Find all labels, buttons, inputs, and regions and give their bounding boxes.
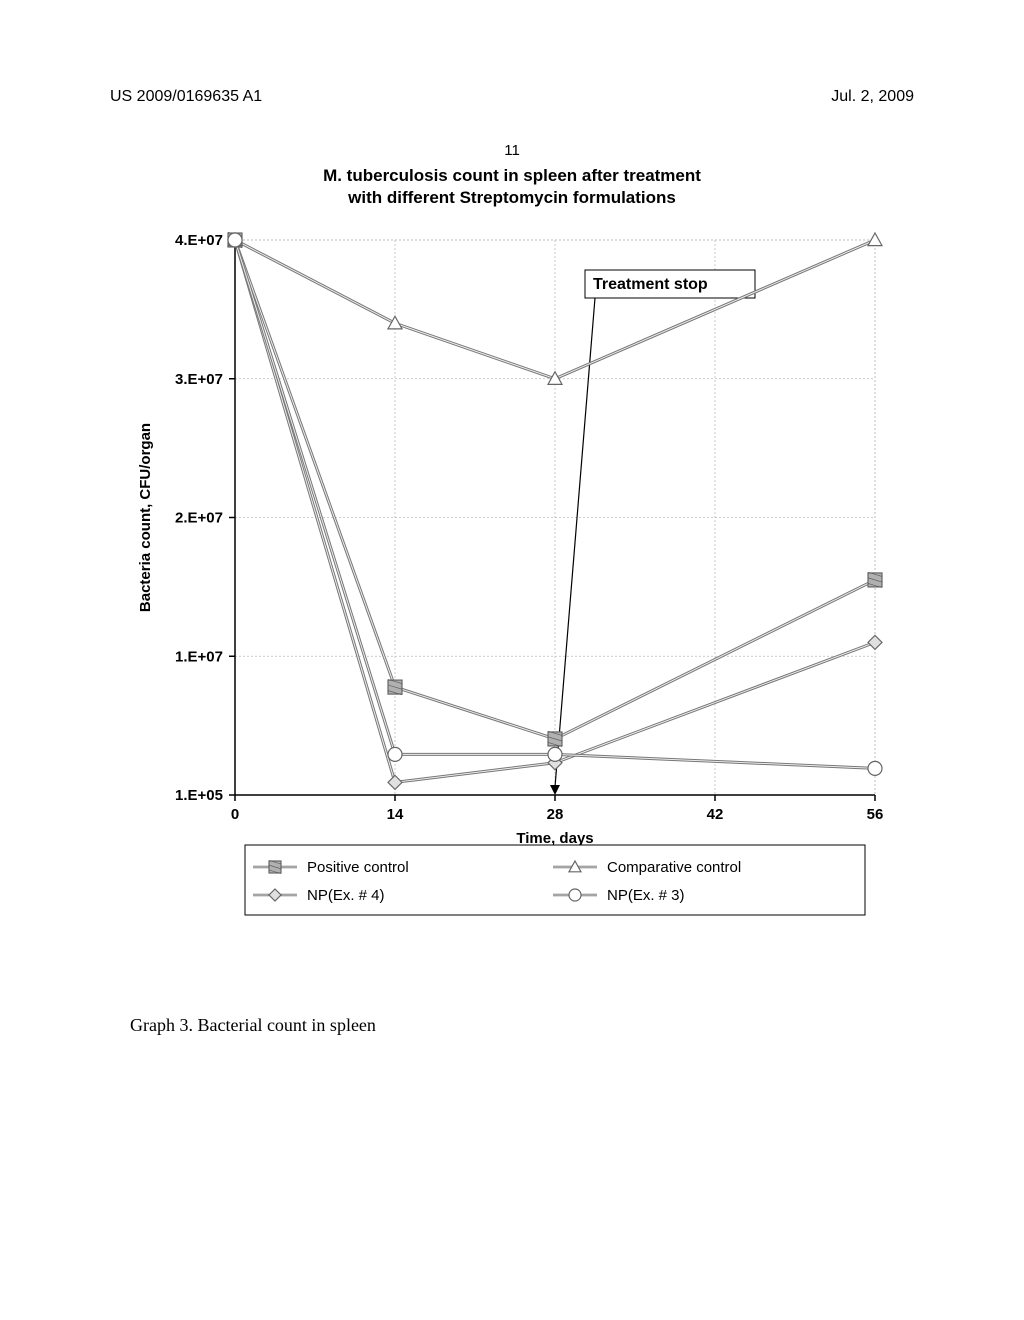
page-number: 11 [504, 142, 520, 159]
chart-svg: 1.E+05 1.E+07 2.E+07 3.E+07 4.E+07 0 14 28 42 56 T… [130, 230, 890, 960]
svg-text:NP(Ex. # 4): NP(Ex. # 4) [307, 887, 385, 904]
publication-date: Jul. 2, 2009 [831, 88, 914, 106]
svg-text:42: 42 [707, 806, 724, 823]
figure-caption: Graph 3. Bacterial count in spleen [130, 1015, 376, 1036]
svg-text:1.E+07: 1.E+07 [175, 648, 223, 665]
svg-text:14: 14 [387, 806, 404, 823]
svg-text:56: 56 [867, 806, 884, 823]
svg-text:3.E+07: 3.E+07 [175, 371, 223, 388]
svg-text:Treatment stop: Treatment stop [593, 276, 708, 293]
svg-text:NP(Ex. # 3): NP(Ex. # 3) [607, 887, 685, 904]
svg-text:4.E+07: 4.E+07 [175, 232, 223, 249]
svg-text:Bacteria count, CFU/organ: Bacteria count, CFU/organ [137, 423, 154, 612]
publication-number: US 2009/0169635 A1 [110, 88, 262, 106]
svg-text:2.E+07: 2.E+07 [175, 510, 223, 527]
chart-title-line2: with different Streptomycin formulations [348, 188, 676, 207]
svg-text:Comparative control: Comparative control [607, 859, 741, 876]
svg-text:Positive control: Positive control [307, 859, 409, 876]
chart: 1.E+05 1.E+07 2.E+07 3.E+07 4.E+07 0 14 28 42 56 T… [130, 230, 890, 960]
svg-text:0: 0 [231, 806, 239, 823]
svg-text:Time, days: Time, days [516, 830, 593, 847]
svg-text:1.E+05: 1.E+05 [175, 787, 223, 804]
page: US 2009/0169635 A1 Jul. 2, 2009 11 M. tu… [0, 0, 1024, 1320]
chart-title: M. tuberculosis count in spleen after tr… [323, 165, 701, 209]
chart-title-line1: M. tuberculosis count in spleen after tr… [323, 166, 701, 185]
svg-text:28: 28 [547, 806, 564, 823]
